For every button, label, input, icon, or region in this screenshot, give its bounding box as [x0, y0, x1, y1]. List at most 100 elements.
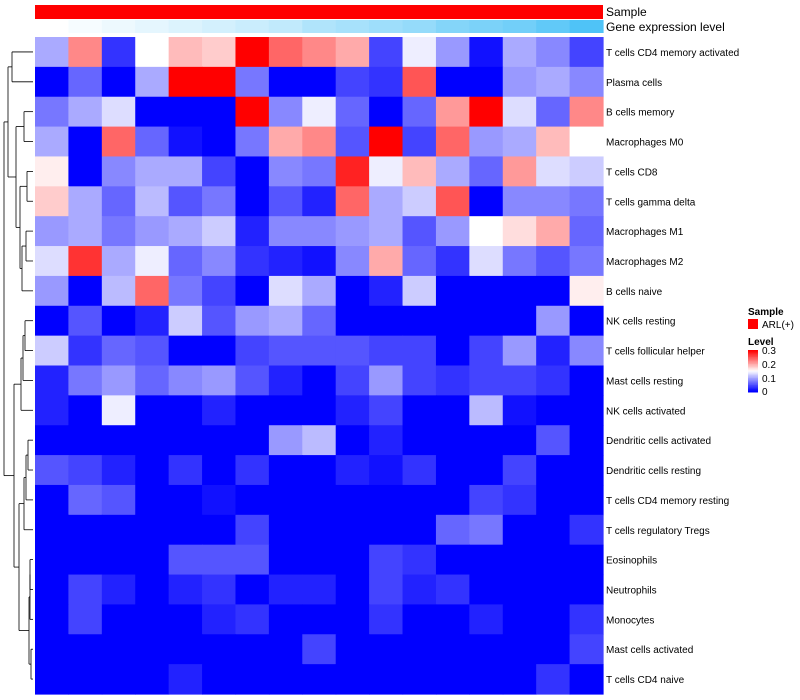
heatmap-cell — [168, 425, 203, 456]
heatmap-cell — [569, 425, 604, 456]
heatmap-cell — [369, 275, 404, 307]
heatmap-cell — [569, 634, 604, 665]
heatmap-cell — [335, 455, 370, 486]
heatmap-cell — [402, 275, 437, 307]
heatmap-cell — [235, 544, 270, 576]
heatmap-cell — [536, 37, 571, 68]
legend-gradient-step — [748, 355, 758, 358]
heatmap-cell — [135, 216, 170, 247]
heatmap-cell — [101, 365, 136, 396]
heatmap-cell — [469, 66, 504, 98]
heatmap-cell — [168, 664, 203, 695]
row-label: T cells gamma delta — [606, 197, 696, 208]
heatmap-cell — [168, 216, 203, 247]
heatmap-cell — [369, 37, 404, 68]
heatmap-cell — [135, 484, 170, 516]
heatmap-cell — [202, 425, 237, 456]
heatmap-cell — [369, 246, 404, 277]
heatmap-cell — [135, 634, 170, 665]
heatmap-cell — [235, 664, 270, 695]
heatmap-cell — [68, 126, 103, 158]
heatmap-cell — [402, 37, 437, 68]
heatmap-cell — [369, 395, 404, 426]
heatmap-cell — [302, 574, 337, 606]
row-label: Monocytes — [606, 615, 654, 626]
heatmap-cell — [502, 305, 537, 337]
heatmap-cell — [35, 335, 70, 367]
heatmap-cell — [502, 365, 537, 396]
heatmap-cell — [335, 246, 370, 277]
heatmap-cell — [168, 574, 203, 606]
heatmap-cell — [302, 514, 337, 546]
heatmap-cell — [68, 96, 103, 128]
heatmap-cell — [302, 544, 337, 576]
annotation-sample-bar — [35, 5, 603, 19]
heatmap-cell — [502, 66, 537, 98]
legend-sample-title: Sample — [748, 307, 784, 318]
heatmap-cell — [569, 664, 604, 695]
heatmap-cell — [335, 604, 370, 635]
heatmap-cell — [135, 365, 170, 396]
annotation-expression-cell — [235, 20, 270, 33]
heatmap-cells — [35, 37, 604, 695]
heatmap-cell — [569, 216, 604, 247]
heatmap-cell — [35, 574, 70, 606]
heatmap-cell — [135, 574, 170, 606]
heatmap-cell — [335, 126, 370, 158]
heatmap-cell — [369, 305, 404, 337]
heatmap-cell — [302, 365, 337, 396]
heatmap-cell — [202, 37, 237, 68]
heatmap-cell — [68, 514, 103, 546]
heatmap-cell — [469, 604, 504, 635]
heatmap-cell — [435, 335, 470, 367]
annotation-expression-cell — [101, 20, 136, 33]
heatmap-cell — [502, 246, 537, 277]
heatmap-cell — [536, 455, 571, 486]
heatmap-cell — [369, 664, 404, 695]
heatmap-cell — [202, 96, 237, 128]
heatmap-cell — [35, 484, 70, 516]
legend-gradient-step — [748, 365, 758, 368]
heatmap-cell — [569, 574, 604, 606]
heatmap-cell — [35, 664, 70, 695]
heatmap-cell — [369, 634, 404, 665]
heatmap-cell — [435, 186, 470, 217]
heatmap-cell — [335, 96, 370, 128]
heatmap-cell — [435, 275, 470, 307]
heatmap-cell — [268, 544, 303, 576]
heatmap-cell — [469, 335, 504, 367]
row-labels: T cells CD4 memory activated Plasma cells… — [606, 48, 739, 686]
heatmap-cell — [502, 455, 537, 486]
heatmap-cell — [369, 335, 404, 367]
heatmap-cell — [168, 514, 203, 546]
heatmap-cell — [68, 455, 103, 486]
heatmap-cell — [35, 37, 70, 68]
heatmap-cell — [402, 156, 437, 187]
heatmap-cell — [502, 186, 537, 217]
heatmap-cell — [168, 335, 203, 367]
heatmap-cell — [502, 37, 537, 68]
heatmap-cell — [569, 156, 604, 187]
heatmap-cell — [302, 66, 337, 98]
heatmap-cell — [135, 246, 170, 277]
heatmap-cell — [101, 246, 136, 277]
heatmap-cell — [502, 395, 537, 426]
heatmap-cell — [268, 664, 303, 695]
annotation-expression-cell — [35, 20, 70, 33]
heatmap-cell — [435, 544, 470, 576]
legend-gradient-step — [748, 361, 758, 364]
heatmap-cell — [469, 96, 504, 128]
row-label: Macrophages M0 — [606, 138, 684, 149]
heatmap-cell — [268, 126, 303, 158]
heatmap-cell — [402, 216, 437, 247]
heatmap-cell — [569, 544, 604, 576]
heatmap-cell — [569, 455, 604, 486]
row-label: Plasma cells — [606, 78, 662, 89]
legend-gradient-step — [748, 357, 758, 359]
heatmap-cell — [135, 37, 170, 68]
legend-gradient-step — [748, 354, 758, 357]
heatmap-cell — [68, 66, 103, 98]
heatmap-cell — [268, 514, 303, 546]
heatmap-cell — [402, 455, 437, 486]
heatmap-cell — [168, 455, 203, 486]
